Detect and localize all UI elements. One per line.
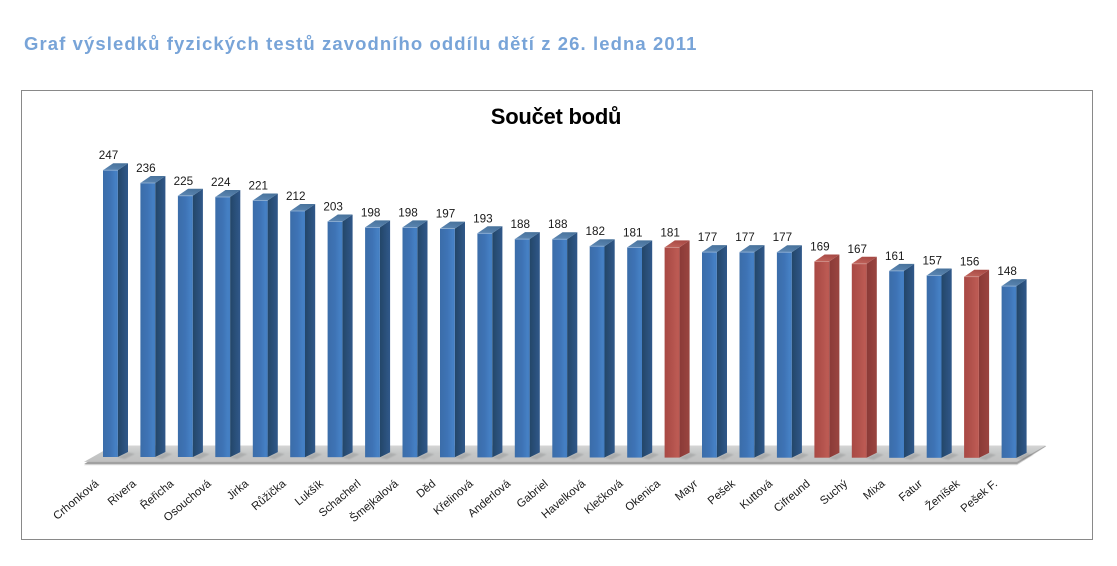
svg-text:197: 197 bbox=[436, 208, 456, 221]
svg-text:148: 148 bbox=[997, 265, 1017, 278]
svg-text:198: 198 bbox=[361, 206, 381, 219]
svg-text:188: 188 bbox=[511, 218, 531, 231]
svg-text:177: 177 bbox=[773, 231, 793, 244]
svg-text:177: 177 bbox=[698, 231, 718, 244]
svg-text:224: 224 bbox=[211, 176, 231, 189]
svg-text:247: 247 bbox=[99, 149, 119, 162]
svg-text:157: 157 bbox=[922, 255, 942, 268]
svg-text:Graf výsledků fyzických testů: Graf výsledků fyzických testů zavodního … bbox=[24, 33, 698, 54]
svg-text:221: 221 bbox=[249, 180, 269, 193]
svg-text:188: 188 bbox=[548, 218, 568, 231]
svg-text:156: 156 bbox=[960, 256, 980, 269]
svg-text:181: 181 bbox=[660, 226, 680, 239]
svg-text:198: 198 bbox=[398, 206, 418, 219]
svg-text:167: 167 bbox=[848, 243, 868, 256]
svg-text:181: 181 bbox=[623, 226, 643, 239]
svg-text:203: 203 bbox=[323, 201, 343, 214]
svg-text:169: 169 bbox=[810, 241, 830, 254]
svg-text:225: 225 bbox=[174, 175, 194, 188]
svg-text:193: 193 bbox=[473, 212, 493, 225]
svg-text:236: 236 bbox=[136, 162, 156, 175]
svg-text:177: 177 bbox=[735, 231, 755, 244]
svg-text:212: 212 bbox=[286, 190, 306, 203]
svg-text:182: 182 bbox=[585, 225, 605, 238]
svg-text:Součet bodů: Součet bodů bbox=[491, 104, 621, 129]
svg-text:161: 161 bbox=[885, 250, 905, 263]
